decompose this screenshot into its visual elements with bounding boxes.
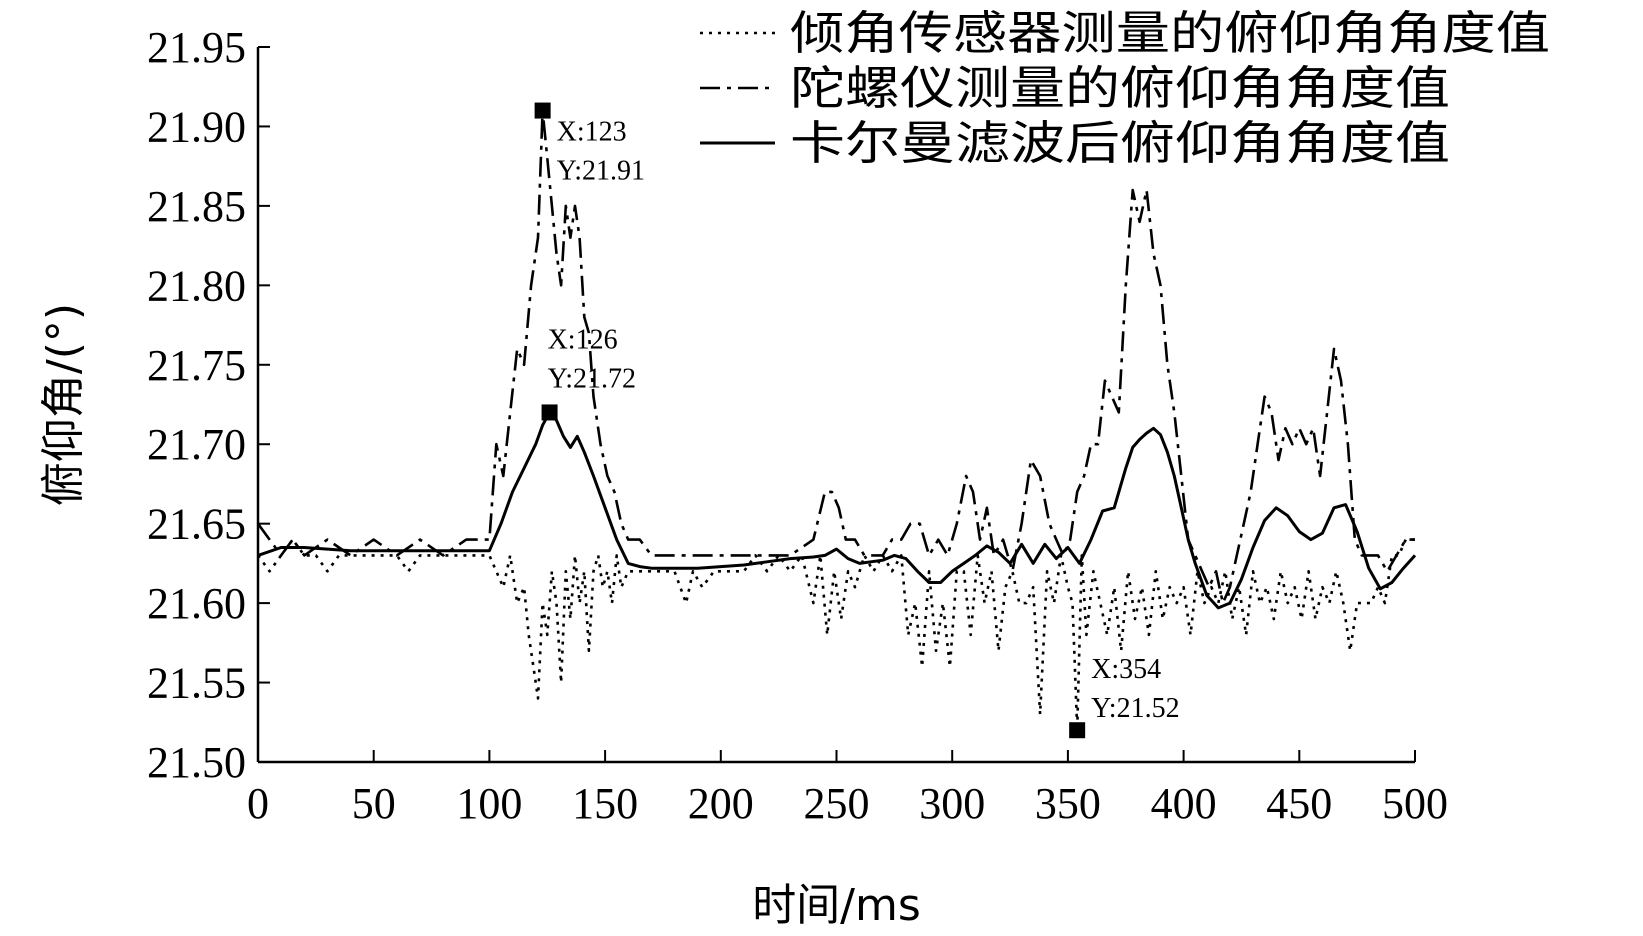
annotation-layer: X:123 Y:21.91 X:126 Y:21.72 X:354 Y:21.52 xyxy=(534,102,1180,739)
datatip-y-label: Y:21.52 xyxy=(1091,693,1179,724)
x-tick-label: 100 xyxy=(456,779,522,828)
y-tick-label: 21.90 xyxy=(147,102,246,151)
y-tick-label: 21.50 xyxy=(147,738,246,787)
series-line-solid xyxy=(257,410,1417,610)
datatip-x-label: X:126 xyxy=(548,324,618,355)
x-tick-label: 0 xyxy=(247,779,269,828)
x-axis-title: 时间/ms xyxy=(752,880,921,931)
legend-label: 陀螺仪测量的俯仰角角度值 xyxy=(790,61,1450,115)
datatip-x-label: X:123 xyxy=(557,117,627,148)
x-tick-label: 200 xyxy=(688,779,754,828)
datatip-x-label: X:354 xyxy=(1091,654,1161,685)
x-tick-label: 500 xyxy=(1382,779,1448,828)
y-tick-label: 21.85 xyxy=(147,182,246,231)
y-tick-label: 21.80 xyxy=(147,261,246,310)
legend-label: 卡尔曼滤波后俯仰角角度值 xyxy=(790,116,1450,170)
y-tick-label: 21.70 xyxy=(147,420,246,469)
y-axis-title: 俯仰角/(°) xyxy=(38,303,89,506)
x-tick-label: 50 xyxy=(352,779,396,828)
y-tick-label: 21.75 xyxy=(147,341,246,390)
x-tick-label: 150 xyxy=(572,779,638,828)
x-tick-label: 450 xyxy=(1266,779,1332,828)
x-tick-label: 400 xyxy=(1151,779,1217,828)
plot-area: 0 50 100 150 200 250 300 350 400 450 500 21.5021.5… xyxy=(147,23,1448,828)
datatip-y-label: Y:21.91 xyxy=(557,156,645,187)
x-tick-label: 250 xyxy=(804,779,870,828)
legend-label: 倾角传感器测量的俯仰角角度值 xyxy=(790,6,1550,60)
datatip-y-label: Y:21.72 xyxy=(548,363,636,394)
x-ticks: 0 50 100 150 200 250 300 350 400 450 500 xyxy=(247,750,1448,828)
y-tick-label: 21.65 xyxy=(147,500,246,549)
x-tick-label: 300 xyxy=(919,779,985,828)
y-tick-label: 21.55 xyxy=(147,659,246,708)
datatip-marker xyxy=(1069,722,1086,739)
series-line-dotted xyxy=(256,538,1415,732)
datatip-marker xyxy=(534,102,551,119)
x-tick-label: 350 xyxy=(1035,779,1101,828)
series-layer xyxy=(256,109,1417,732)
datatip-marker xyxy=(541,404,558,421)
y-tick-label: 21.60 xyxy=(147,579,246,628)
y-ticks: 21.50 21.55 21.60 21.65 21.70 21.75 21.80 21.85… xyxy=(147,23,270,787)
series-line-dashdot xyxy=(256,109,1415,605)
y-tick-label: 21.95 xyxy=(147,23,246,72)
